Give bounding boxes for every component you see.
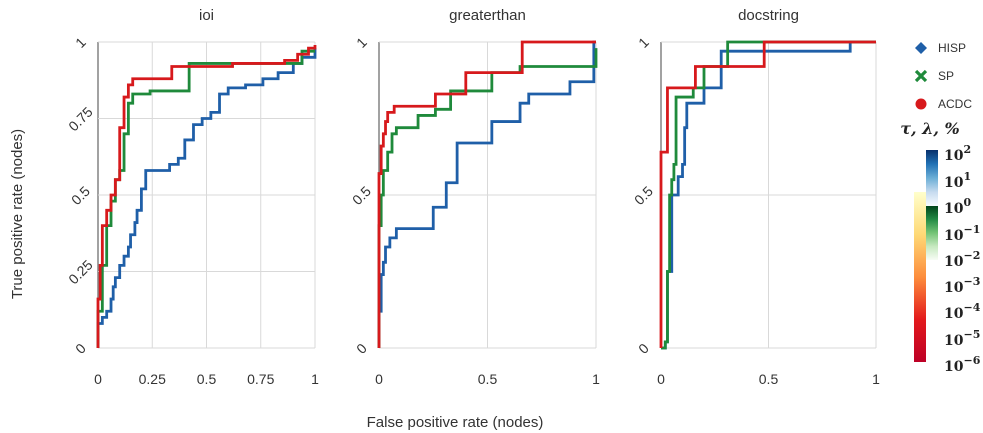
x-tick-label: 1: [872, 371, 880, 387]
colorbar-tick-label: 10−4: [944, 301, 981, 322]
y-tick-label: 0: [635, 340, 652, 357]
x-tick-label: 0: [657, 371, 665, 387]
x-tick-label: 0.5: [759, 371, 779, 387]
series-line-acdc: [96, 45, 317, 348]
colorbar-tick-label: 100: [944, 196, 971, 217]
colorbar-tick-label: 10−1: [944, 223, 980, 244]
legend-marker-x-icon: [914, 69, 928, 83]
y-axis-label: True positive rate (nodes): [9, 129, 26, 299]
panel-docstring: docstring 0 0.5 1 0 0.5 1: [631, 7, 880, 387]
series-line-hisp: [377, 40, 596, 348]
colorbar-tick-label: 10−3: [944, 275, 980, 296]
x-tick-label: 0.25: [139, 371, 166, 387]
colorbar-blue-segment: [926, 150, 938, 206]
x-tick-label: 0: [94, 371, 102, 387]
legend-label: SP: [938, 69, 954, 83]
x-tick-label: 0.5: [197, 371, 217, 387]
x-tick-label: 1: [311, 371, 319, 387]
colorbar-tick-label: 10−5: [944, 328, 980, 349]
y-tick-label: 0: [353, 340, 370, 357]
colorbar-tick-label: 10−6: [944, 354, 981, 375]
x-tick-label: 1: [592, 371, 600, 387]
colorbar-tick-label: 101: [944, 170, 971, 191]
y-tick-label: 0.75: [65, 104, 96, 135]
colorbar-tick-label: 10−2: [944, 249, 980, 270]
x-axis-label: False positive rate (nodes): [367, 414, 544, 431]
x-tick-label: 0.5: [478, 371, 498, 387]
panel-ioi: ioi 0 0.25 0.5 0.75 1 0 0.25 0.5 0.75 1: [65, 7, 319, 387]
legend-marker-diamond-icon: [915, 42, 927, 54]
series-line-acdc: [377, 40, 596, 348]
panel-title: ioi: [199, 7, 214, 24]
colorbar: τ, λ, % 102 101 100 10−1 10−2 10−3 10−4 10−5 10−…: [900, 119, 980, 375]
legend-marker-circle-icon: [915, 98, 927, 110]
y-tick-label: 1: [635, 34, 652, 51]
series-line-hisp: [96, 48, 317, 348]
legend-label: HISP: [938, 41, 966, 55]
colorbar-green-segment: [926, 206, 938, 260]
series-line-sp: [96, 49, 315, 348]
x-tick-label: 0: [375, 371, 383, 387]
series-line-sp: [661, 40, 876, 350]
legend: HISP SP ACDC: [914, 41, 972, 111]
colorbar-tick-label: 102: [944, 143, 971, 164]
y-tick-label: 0: [72, 340, 89, 357]
colorbar-title: τ, λ, %: [900, 119, 959, 138]
y-tick-label: 0.25: [65, 257, 96, 288]
panel-title: greaterthan: [449, 7, 526, 24]
y-tick-label: 1: [353, 34, 370, 51]
x-tick-label: 0.75: [247, 371, 274, 387]
colorbar-red-segment: [914, 192, 926, 362]
y-tick-label: 0.5: [68, 183, 93, 208]
legend-label: ACDC: [938, 97, 972, 111]
y-tick-label: 0.5: [631, 183, 656, 208]
y-tick-label: 1: [72, 34, 89, 51]
series-line-acdc: [659, 40, 876, 348]
panel-greaterthan: greaterthan 0 0.5 1 0 0.5 1: [349, 7, 600, 387]
y-tick-label: 0.5: [349, 183, 374, 208]
panel-title: docstring: [738, 7, 799, 24]
